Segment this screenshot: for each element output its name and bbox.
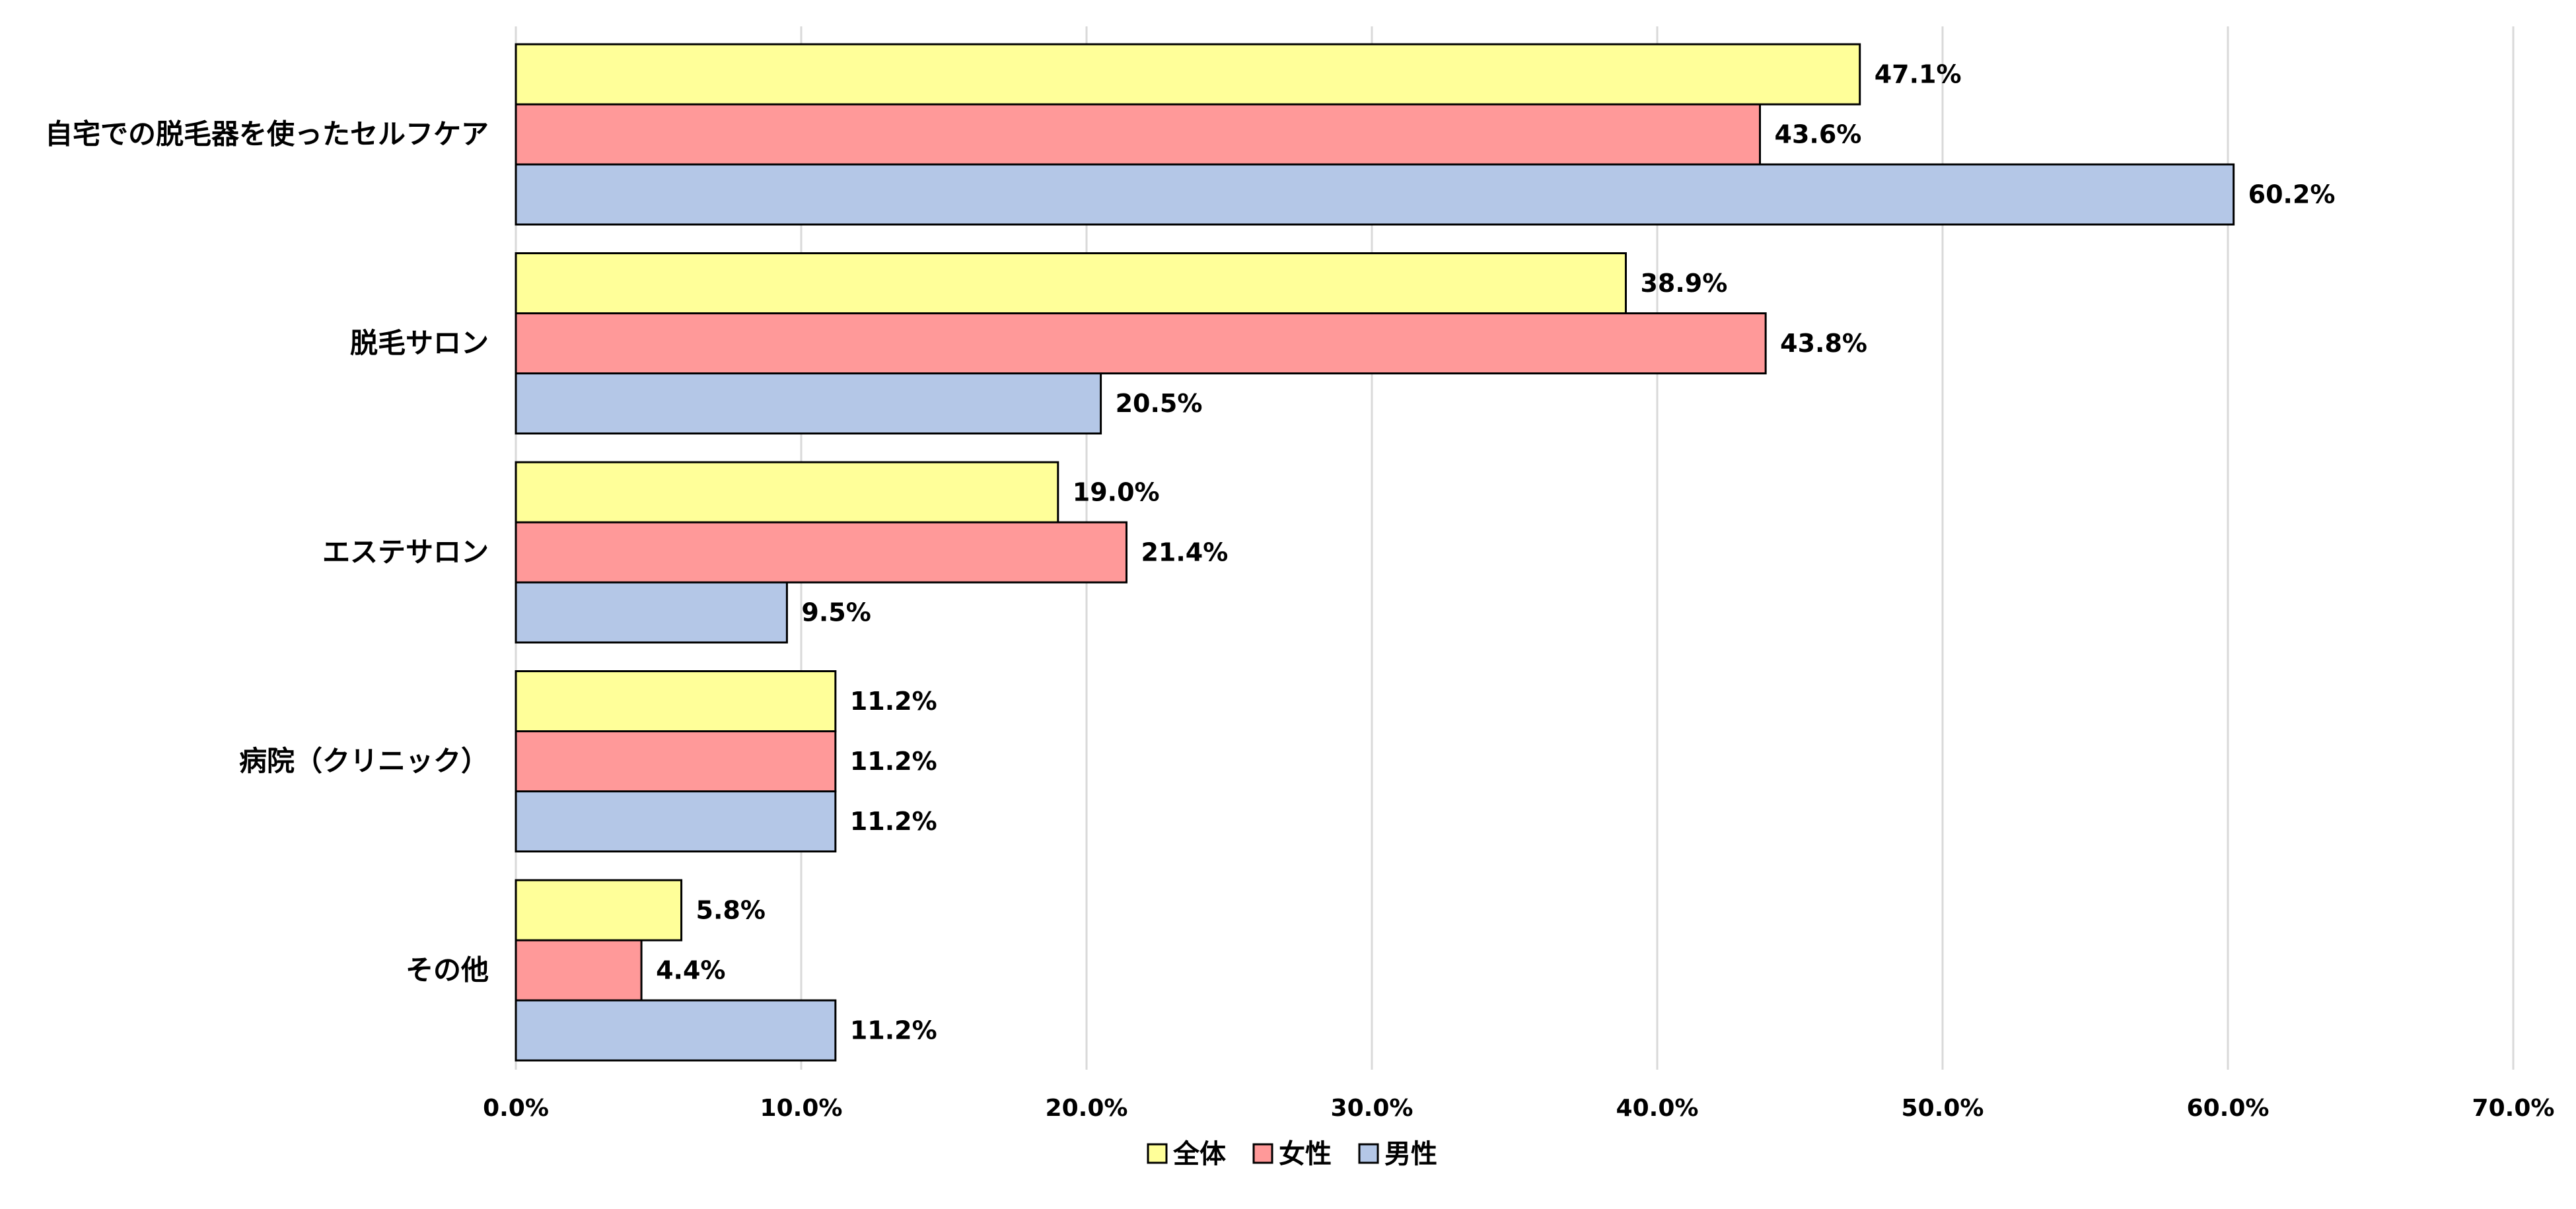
x-tick-label: 50.0% [1902, 1095, 1984, 1122]
data-label: 60.2% [2248, 180, 2336, 209]
bar [515, 790, 837, 852]
data-label: 4.4% [656, 956, 725, 985]
bar [515, 103, 1762, 166]
legend-label: 男性 [1384, 1139, 1437, 1169]
bars [515, 43, 2235, 1062]
legend-label: 全体 [1172, 1139, 1226, 1169]
data-label: 43.6% [1775, 120, 1862, 149]
x-axis-tick-labels: 0.0% 10.0% 20.0% 30.0% 40.0% 50.0% 60.0% 70.0% [483, 1095, 2554, 1122]
legend: 全体 女性 男性 [1147, 1139, 1437, 1169]
data-label: 38.9% [1640, 269, 1727, 298]
data-label: 20.5% [1116, 389, 1203, 418]
x-tick-label: 30.0% [1331, 1095, 1413, 1122]
bar [515, 43, 1861, 106]
x-tick-label: 10.0% [760, 1095, 843, 1122]
x-tick-label: 40.0% [1616, 1095, 1699, 1122]
x-tick-label: 60.0% [2187, 1095, 2270, 1122]
legend-swatch [1252, 1143, 1273, 1164]
data-labels: 47.1% 43.6% 60.2% 38.9% 43.8% 20.5% 19.0% 21.4%… [656, 60, 2335, 1045]
data-label: 47.1% [1875, 60, 1962, 89]
bar [515, 372, 1102, 434]
category-label: エステサロン [322, 536, 489, 569]
category-label: 脱毛サロン [350, 327, 489, 359]
bar [515, 581, 788, 644]
legend-swatch [1358, 1143, 1379, 1164]
data-label: 11.2% [850, 1016, 937, 1045]
bar [515, 670, 837, 732]
data-label: 19.0% [1073, 478, 1160, 507]
category-label: 自宅での脱毛器を使ったセルフケア [45, 118, 489, 151]
data-label: 21.4% [1141, 538, 1228, 567]
x-tick-label: 70.0% [2472, 1095, 2555, 1122]
category-label: その他 [406, 954, 489, 986]
bar [515, 939, 643, 1002]
bar [515, 252, 1627, 314]
legend-swatch [1147, 1143, 1168, 1164]
data-label: 11.2% [850, 687, 937, 716]
bar [515, 312, 1767, 374]
category-label: 病院（クリニック） [239, 745, 489, 777]
bar [515, 521, 1127, 584]
legend-label: 女性 [1279, 1139, 1332, 1169]
data-label: 9.5% [801, 598, 871, 627]
x-tick-label: 20.0% [1046, 1095, 1128, 1122]
bar [515, 879, 683, 942]
bar [515, 461, 1059, 524]
data-label: 11.2% [850, 807, 937, 836]
bar [515, 163, 2235, 226]
x-tick-label: 0.0% [483, 1095, 549, 1122]
data-label: 5.8% [696, 896, 766, 925]
data-label: 43.8% [1780, 329, 1867, 358]
bar [515, 999, 837, 1062]
bar [515, 730, 837, 792]
data-label: 11.2% [850, 747, 937, 776]
